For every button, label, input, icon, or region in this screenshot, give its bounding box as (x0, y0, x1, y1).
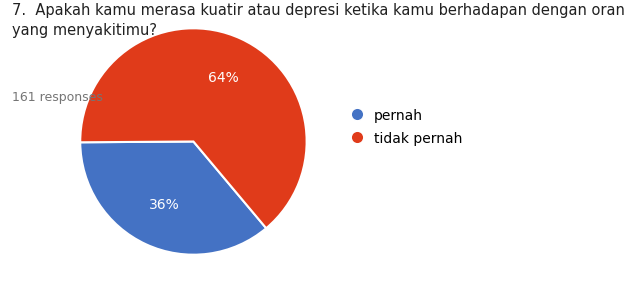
Wedge shape (80, 142, 266, 255)
Text: 36%: 36% (149, 198, 179, 212)
Legend: pernah, tidak pernah: pernah, tidak pernah (348, 104, 467, 151)
Text: 161 responses: 161 responses (12, 91, 104, 104)
Text: 64%: 64% (208, 71, 238, 85)
Wedge shape (80, 28, 306, 228)
Text: 7.  Apakah kamu merasa kuatir atau depresi ketika kamu berhadapan dengan orang
y: 7. Apakah kamu merasa kuatir atau depres… (12, 3, 624, 38)
